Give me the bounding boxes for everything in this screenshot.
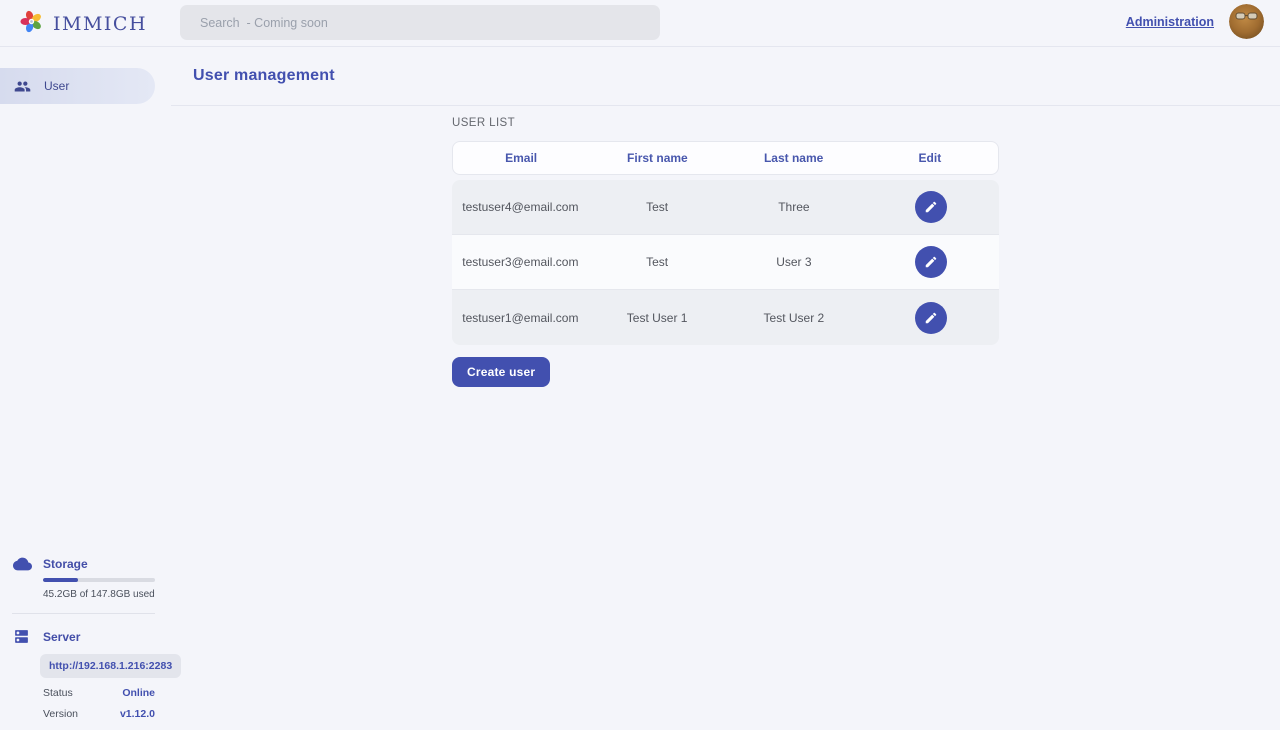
version-value: v1.12.0 xyxy=(119,708,155,720)
table-row: testuser4@email.com Test Three xyxy=(452,180,999,235)
cloud-icon xyxy=(13,557,43,571)
sidebar-item-user[interactable]: User xyxy=(0,68,155,104)
edit-user-button[interactable] xyxy=(914,191,947,223)
cell-first-name: Test xyxy=(646,200,669,214)
table-body: testuser4@email.com Test Three xyxy=(452,180,999,345)
pencil-icon xyxy=(924,200,938,214)
table-row: testuser1@email.com Test User 1 Test Use… xyxy=(452,290,999,345)
pencil-icon xyxy=(924,255,938,269)
column-header-last-name: Last name xyxy=(763,151,824,165)
storage-usage-text: 45.2GB of 147.8GB used xyxy=(43,589,155,600)
edit-user-button[interactable] xyxy=(914,246,947,278)
top-bar: IMMICH Administration xyxy=(0,0,1280,47)
app-logo[interactable]: IMMICH xyxy=(18,8,147,40)
storage-label: Storage xyxy=(43,557,88,571)
cell-first-name: Test User 1 xyxy=(626,310,688,325)
cell-last-name: User 3 xyxy=(776,255,812,269)
table-row: testuser3@email.com Test User 3 xyxy=(452,235,999,290)
pencil-icon xyxy=(924,311,938,325)
cell-email: testuser4@email.com xyxy=(462,200,579,214)
cell-email: testuser1@email.com xyxy=(462,310,579,325)
page-title-bar: User management xyxy=(171,47,1280,106)
table-header-row: Email First name Last name Edit xyxy=(452,141,999,175)
storage-section-header: Storage xyxy=(0,557,171,571)
status-badge: Online xyxy=(122,687,155,699)
user-list-section-label: USER LIST xyxy=(452,117,516,129)
server-version-row: Version v1.12.0 xyxy=(43,708,155,720)
storage-progress-bar xyxy=(43,578,155,582)
user-avatar[interactable] xyxy=(1229,4,1264,39)
status-key: Status xyxy=(43,687,73,699)
server-section: Server http://192.168.1.216:2283 Status … xyxy=(0,628,182,720)
edit-user-button[interactable] xyxy=(914,301,947,334)
administration-link[interactable]: Administration xyxy=(1125,15,1214,29)
create-user-button[interactable]: Create user xyxy=(452,357,551,387)
column-header-edit: Edit xyxy=(918,151,942,165)
search-input[interactable] xyxy=(180,5,660,40)
sidebar: User Storage 45.2GB of 147.8GB used xyxy=(0,47,182,730)
cell-last-name: Three xyxy=(778,200,810,214)
cell-email: testuser3@email.com xyxy=(462,255,579,269)
storage-progress-fill xyxy=(43,578,78,582)
users-group-icon xyxy=(14,78,31,95)
column-header-email: Email xyxy=(505,151,538,165)
server-status-row: Status Online xyxy=(43,687,155,699)
cell-first-name: Test xyxy=(646,255,669,269)
status-panel: Storage 45.2GB of 147.8GB used Server ht… xyxy=(0,557,182,720)
cell-last-name: Test User 2 xyxy=(763,310,825,325)
server-label: Server xyxy=(43,629,81,644)
immich-flower-icon xyxy=(18,8,45,40)
server-section-header: Server xyxy=(0,628,171,645)
page-title: User management xyxy=(193,67,335,84)
sidebar-item-label: User xyxy=(44,79,70,93)
user-table: Email First name Last name Edit testuser… xyxy=(452,141,999,345)
main-content: USER LIST Email First name Last name Edi… xyxy=(171,106,1280,730)
logo-wordmark: IMMICH xyxy=(53,13,148,35)
version-key: Version xyxy=(43,708,79,720)
panel-divider xyxy=(12,613,155,614)
server-url-chip: http://192.168.1.216:2283 xyxy=(40,654,182,678)
column-header-first-name: First name xyxy=(627,151,688,165)
server-icon xyxy=(13,628,43,645)
